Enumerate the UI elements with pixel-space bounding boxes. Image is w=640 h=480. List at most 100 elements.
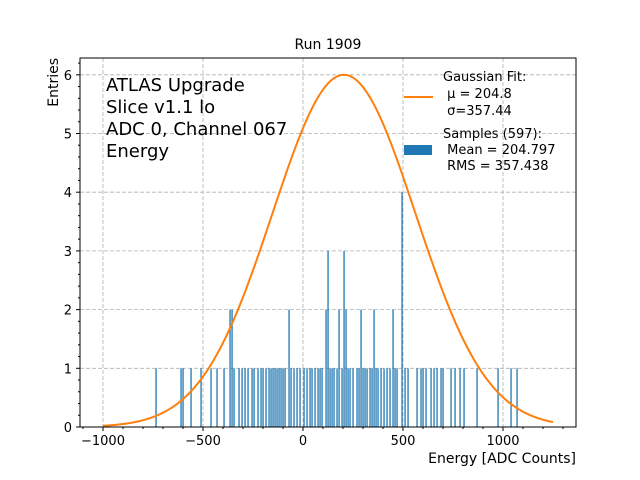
histogram-bar [314, 368, 316, 427]
histogram-bar [341, 368, 343, 427]
histogram-bar [288, 309, 290, 427]
histogram-bar [329, 368, 331, 427]
histogram-bar [244, 368, 246, 427]
histogram-bar [309, 368, 311, 427]
histogram-bar [325, 309, 327, 427]
y-tick-label: 3 [64, 245, 72, 260]
histogram-bar [362, 368, 364, 427]
x-axis-ticks: −1000 −500 0 500 1000 [81, 427, 564, 449]
annotation-line: ATLAS Upgrade [106, 75, 245, 96]
y-axis-label: Entries [46, 58, 62, 107]
histogram-bar [510, 368, 512, 427]
histogram-bar [247, 368, 249, 427]
histogram-bar [440, 368, 442, 427]
histogram-bar [463, 368, 465, 427]
legend-fit-line: σ=357.44 [443, 104, 512, 119]
y-tick-label: 0 [64, 421, 72, 436]
histogram-bar [278, 368, 280, 427]
histogram-bar [299, 368, 301, 427]
histogram-bar [358, 368, 360, 427]
histogram-bar [284, 368, 286, 427]
histogram-bar [336, 368, 338, 427]
histogram-bar [311, 368, 313, 427]
histogram-bar [338, 309, 340, 427]
histogram-bar [516, 368, 518, 427]
gaussian-fit-curve [102, 73, 554, 427]
histogram-bar [420, 368, 422, 427]
histogram-bar [282, 368, 284, 427]
annotation-line: ADC 0, Channel 067 [106, 119, 287, 140]
histogram-bar [360, 309, 362, 427]
histogram-bar [257, 368, 259, 427]
legend-samples-line: Mean = 204.797 [443, 143, 555, 158]
legend-samples-swatch [404, 145, 432, 155]
histogram-bar [200, 368, 202, 427]
histogram-bar [321, 368, 323, 427]
histogram-bar [371, 368, 373, 427]
histogram-bar [265, 368, 267, 427]
x-tick-label: −500 [185, 434, 221, 449]
histogram-bar [317, 368, 319, 427]
histogram-bar [251, 368, 253, 427]
histogram-bar [272, 368, 274, 427]
histogram-bar [260, 368, 262, 427]
histogram-bar [238, 368, 240, 427]
legend-samples-line: Samples (597): [443, 127, 542, 142]
histogram-bar [442, 368, 444, 427]
histogram-bar [290, 368, 292, 427]
histogram-bar [476, 368, 478, 427]
annotation-line: Energy [106, 141, 169, 162]
x-tick-label: 500 [391, 434, 416, 449]
histogram-bar [155, 368, 157, 427]
y-tick-label: 6 [64, 69, 72, 84]
x-axis-label: Energy [ADC Counts] [428, 451, 576, 467]
histogram-bar [349, 368, 351, 427]
histogram-bar [364, 368, 366, 427]
histogram-bar [343, 250, 345, 427]
histogram-bar [303, 368, 305, 427]
histogram-bar [436, 368, 438, 427]
histogram-bar [356, 368, 358, 427]
histogram-bars [155, 192, 518, 427]
histogram-bar [369, 368, 371, 427]
histogram-bar [347, 368, 349, 427]
histogram-bar [268, 368, 270, 427]
histogram-bar [331, 368, 333, 427]
histogram-bar [392, 309, 394, 427]
histogram-bar [425, 368, 427, 427]
legend-fit-line: μ = 204.8 [443, 87, 512, 102]
x-tick-label: −1000 [81, 434, 125, 449]
legend-samples-line: RMS = 357.438 [443, 159, 549, 174]
histogram-bar [231, 309, 233, 427]
histogram-bar [182, 368, 184, 427]
histogram-bar [306, 368, 308, 427]
annotation-line: Slice v1.1 lo [106, 97, 215, 118]
histogram-bar [450, 368, 452, 427]
histogram-bar [190, 368, 192, 427]
histogram-bar [396, 368, 398, 427]
histogram-bar [276, 368, 278, 427]
x-tick-label: 0 [299, 434, 307, 449]
histogram-bar [383, 368, 385, 427]
histogram-bar [327, 250, 329, 427]
histogram-bar [293, 368, 295, 427]
histogram-bar [389, 368, 391, 427]
histogram-bar [280, 368, 282, 427]
histogram-bar [352, 368, 354, 427]
histogram-bar [422, 368, 424, 427]
histogram-bar [380, 368, 382, 427]
histogram-bar [407, 368, 409, 427]
histogram-bar [373, 309, 375, 427]
y-tick-label: 2 [64, 304, 72, 319]
histogram-bar [270, 368, 272, 427]
histogram-bar [241, 368, 243, 427]
histogram-bar [459, 368, 461, 427]
y-tick-label: 5 [64, 128, 72, 143]
histogram-bar [430, 368, 432, 427]
histogram-bar [345, 309, 347, 427]
histogram-bar [319, 368, 321, 427]
annotation-box: ATLAS Upgrade Slice v1.1 lo ADC 0, Chann… [106, 75, 287, 162]
histogram-bar [229, 309, 231, 427]
legend: Gaussian Fit: μ = 204.8 σ=357.44 Samples… [404, 70, 555, 174]
